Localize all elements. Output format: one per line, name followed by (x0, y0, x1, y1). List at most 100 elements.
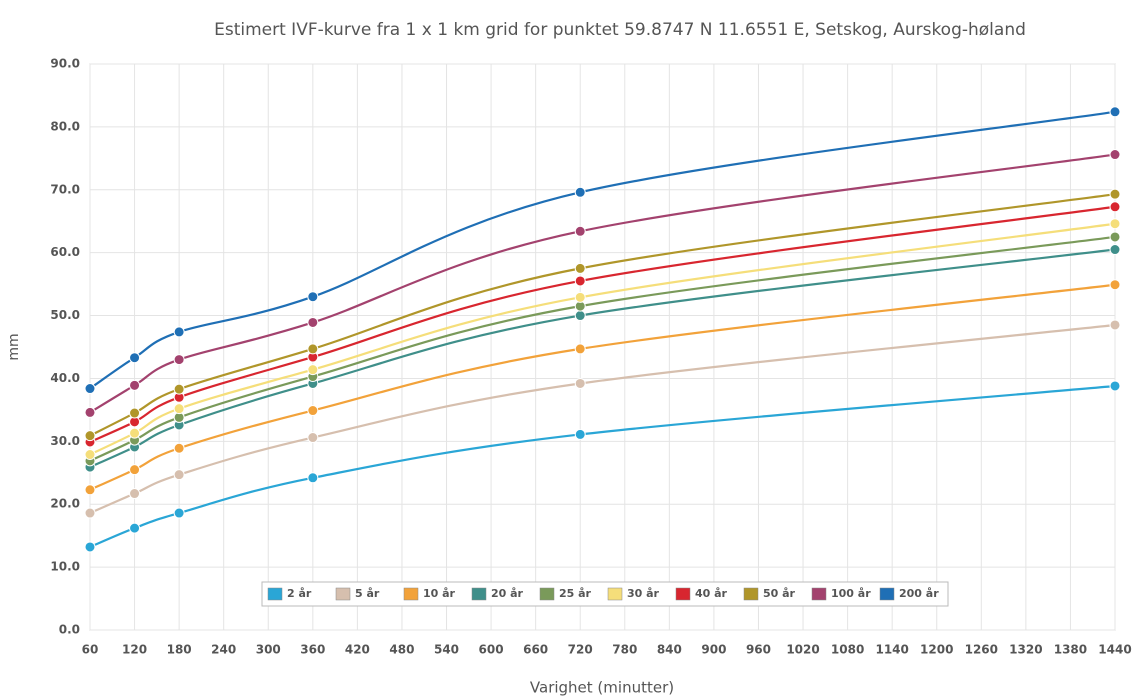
x-tick-label: 1020 (786, 643, 819, 657)
data-point (173, 507, 185, 519)
legend-box (261, 581, 949, 607)
y-tick-label: 10.0 (50, 560, 80, 574)
x-tick-label: 420 (345, 643, 370, 657)
y-tick-label: 50.0 (50, 308, 80, 322)
legend-swatch (675, 587, 691, 601)
legend-swatch (335, 587, 351, 601)
x-tick-label: 1080 (831, 643, 864, 657)
y-tick-label: 60.0 (50, 245, 80, 259)
legend-label: 50 år (763, 587, 796, 600)
y-tick-label: 70.0 (50, 182, 80, 196)
legend-label: 30 år (627, 587, 660, 600)
data-point (307, 291, 319, 303)
data-point (173, 469, 185, 481)
plot-area (89, 63, 1116, 631)
data-point (84, 541, 96, 553)
data-point (307, 343, 319, 355)
x-tick-label: 480 (389, 643, 414, 657)
x-tick-label: 720 (568, 643, 593, 657)
data-point (129, 488, 141, 500)
data-point (574, 291, 586, 303)
data-point (84, 484, 96, 496)
data-point (1109, 218, 1121, 230)
data-point (84, 449, 96, 461)
x-tick-label: 60 (82, 643, 99, 657)
data-point (1109, 188, 1121, 200)
series-line (89, 235, 1116, 462)
legend-label: 20 år (491, 587, 524, 600)
data-point (307, 472, 319, 484)
data-point (129, 522, 141, 534)
data-point (173, 354, 185, 366)
data-point (307, 316, 319, 328)
x-tick-label: 1200 (920, 643, 953, 657)
data-point (173, 442, 185, 454)
x-tick-label: 1140 (875, 643, 908, 657)
data-point (129, 427, 141, 439)
legend-label: 2 år (287, 587, 312, 600)
series-line (89, 222, 1116, 456)
x-tick-label: 1260 (965, 643, 998, 657)
x-tick-label: 780 (612, 643, 637, 657)
data-point (574, 343, 586, 355)
data-point (129, 352, 141, 364)
data-point (307, 364, 319, 376)
x-tick-label: 1440 (1098, 643, 1131, 657)
data-point (1109, 279, 1121, 291)
legend-swatch (471, 587, 487, 601)
data-point (1109, 231, 1121, 243)
legend-swatch (267, 587, 283, 601)
data-point (574, 310, 586, 322)
series-line (89, 323, 1116, 515)
x-tick-label: 900 (701, 643, 726, 657)
y-tick-label: 30.0 (50, 434, 80, 448)
legend-swatch (811, 587, 827, 601)
data-point (129, 379, 141, 391)
data-point (129, 407, 141, 419)
data-point (129, 464, 141, 476)
x-tick-label: 960 (746, 643, 771, 657)
x-tick-label: 1320 (1009, 643, 1042, 657)
data-point (574, 186, 586, 198)
data-point (1109, 201, 1121, 213)
data-point (173, 326, 185, 338)
data-point (1109, 380, 1121, 392)
data-point (307, 432, 319, 444)
legend-label: 25 år (559, 587, 592, 600)
legend-swatch (539, 587, 555, 601)
legend-swatch (879, 587, 895, 601)
chart-title: Estimert IVF-kurve fra 1 x 1 km grid for… (214, 20, 1026, 40)
legend-label: 10 år (423, 587, 456, 600)
series-line (89, 205, 1116, 443)
series-line (89, 193, 1116, 437)
legend-swatch (607, 587, 623, 601)
legend-swatch (743, 587, 759, 601)
data-point (1109, 319, 1121, 331)
x-tick-label: 1380 (1054, 643, 1087, 657)
data-point (307, 405, 319, 417)
series-line (89, 384, 1116, 548)
data-point (173, 383, 185, 395)
y-tick-label: 90.0 (50, 57, 80, 71)
legend-label: 5 år (355, 587, 380, 600)
x-tick-label: 660 (523, 643, 548, 657)
y-tick-label: 80.0 (50, 119, 80, 133)
series-line (89, 153, 1116, 414)
data-point (574, 428, 586, 440)
legend-swatch (403, 587, 419, 601)
x-axis-label: Varighet (minutter) (530, 679, 674, 697)
data-point (1109, 244, 1121, 256)
data-point (173, 403, 185, 415)
data-point (84, 383, 96, 395)
data-point (1109, 106, 1121, 118)
x-tick-label: 600 (479, 643, 504, 657)
data-point (574, 275, 586, 287)
x-tick-label: 300 (256, 643, 281, 657)
series-line (89, 248, 1116, 469)
x-tick-label: 240 (211, 643, 236, 657)
data-point (84, 406, 96, 418)
x-tick-label: 120 (122, 643, 147, 657)
data-point (574, 225, 586, 237)
x-tick-label: 840 (657, 643, 682, 657)
